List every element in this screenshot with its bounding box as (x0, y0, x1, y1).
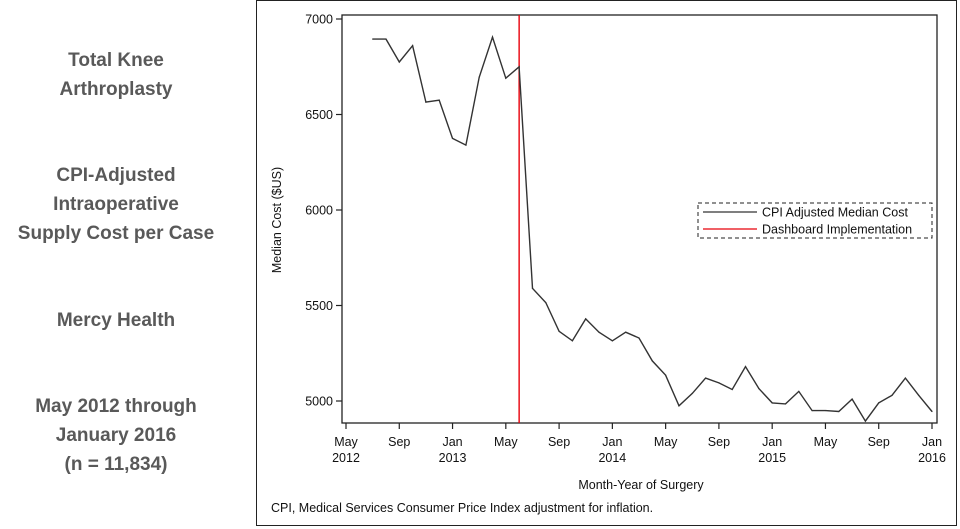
data-point (598, 331, 600, 333)
data-point (691, 392, 693, 394)
data-point (398, 61, 400, 63)
data-point (718, 382, 720, 384)
x-tick-label: Jan (442, 435, 462, 449)
data-point (571, 340, 574, 342)
data-point (851, 398, 853, 400)
data-point (451, 137, 454, 139)
date-range: May 2012 through January 2016 (n = 11,83… (0, 392, 232, 479)
x-tick-label: May (494, 435, 518, 449)
data-point (811, 409, 813, 412)
x-tick-label: Sep (548, 435, 570, 449)
data-point (744, 366, 747, 368)
x-tick-label: Jan (602, 435, 622, 449)
data-point (638, 337, 640, 339)
axes: 5000 5500 6000 6500 7000 May 2012 Sep Jan 2013 May… (305, 13, 946, 466)
data-point (491, 36, 494, 38)
y-tick-label: 6000 (305, 204, 333, 218)
procedure-title: Total Knee Arthroplasty (0, 46, 232, 104)
data-point (611, 340, 613, 342)
x-tick-label: 2013 (439, 451, 467, 465)
data-point (731, 388, 733, 391)
plot-area-frame (341, 14, 938, 424)
data-point (372, 38, 374, 40)
data-point (824, 409, 827, 412)
data-point (878, 402, 880, 404)
x-tick-label: Jan (922, 435, 942, 449)
x-tick-label: Sep (708, 435, 730, 449)
data-point (585, 318, 587, 320)
legend-box (697, 202, 933, 239)
side-text-line: January 2016 (55, 425, 177, 446)
side-text-line: CPI-Adjusted (56, 165, 176, 186)
data-point (558, 330, 560, 332)
data-point (411, 45, 414, 47)
y-axis-title: Median Cost ($US) (270, 167, 284, 273)
side-text-line: Total Knee (68, 50, 164, 71)
data-point (545, 302, 547, 304)
side-text-line: Supply Cost per Case (17, 223, 215, 244)
data-point (478, 76, 480, 78)
data-point (425, 101, 427, 103)
x-axis-title: Month-Year of Surgery (578, 478, 704, 492)
x-tick-label: May (334, 435, 358, 449)
data-point (758, 387, 760, 390)
data-point (438, 99, 440, 101)
x-tick-label: 2014 (598, 451, 626, 465)
chart-frame (256, 0, 957, 526)
data-point (798, 390, 800, 393)
data-point (465, 144, 467, 146)
data-point (704, 377, 707, 379)
side-text-line: Intraoperative (53, 194, 179, 215)
data-point (678, 405, 680, 407)
data-point (771, 402, 773, 404)
data-point (651, 360, 653, 362)
x-tick-label: May (654, 435, 678, 449)
legend-label-dashboard: Dashboard Implementation (762, 223, 912, 237)
chart-marks (372, 15, 933, 423)
y-tick-label: 7000 (305, 13, 333, 27)
organization-name: Mercy Health (0, 306, 232, 335)
x-tick-label: 2016 (918, 451, 946, 465)
data-point (838, 410, 840, 413)
x-tick-label: 2015 (758, 451, 786, 465)
x-tick-label: Sep (868, 435, 890, 449)
data-point (531, 287, 534, 289)
data-point (385, 38, 387, 40)
x-tick-label: May (814, 435, 838, 449)
legend: CPI Adjusted Median Cost Dashboard Imple… (697, 202, 933, 239)
x-tick-label: Sep (388, 435, 410, 449)
y-tick-label: 5000 (305, 395, 333, 409)
side-text-line: Mercy Health (56, 310, 176, 331)
side-panel: Total Knee Arthroplasty CPI-Adjusted Int… (0, 0, 256, 529)
data-point (505, 77, 507, 79)
side-text-line: (n = 11,834) (64, 454, 168, 475)
data-point (665, 374, 667, 376)
footnote: CPI, Medical Services Consumer Price Ind… (271, 501, 653, 515)
data-point (518, 66, 520, 68)
data-point (891, 394, 893, 396)
data-point (931, 410, 933, 413)
y-tick-label: 6500 (305, 108, 333, 122)
side-text-line: Arthroplasty (59, 79, 173, 100)
x-tick-label: 2012 (332, 451, 360, 465)
data-point (918, 394, 920, 396)
data-point (784, 403, 787, 405)
data-point (904, 377, 906, 379)
data-point (625, 331, 627, 333)
side-text-line: May 2012 through (35, 396, 197, 417)
x-tick-label: Jan (762, 435, 782, 449)
metric-title: CPI-Adjusted Intraoperative Supply Cost … (0, 161, 232, 248)
y-tick-label: 5500 (305, 299, 333, 313)
data-point (864, 420, 867, 422)
legend-label-median-cost: CPI Adjusted Median Cost (762, 206, 908, 220)
